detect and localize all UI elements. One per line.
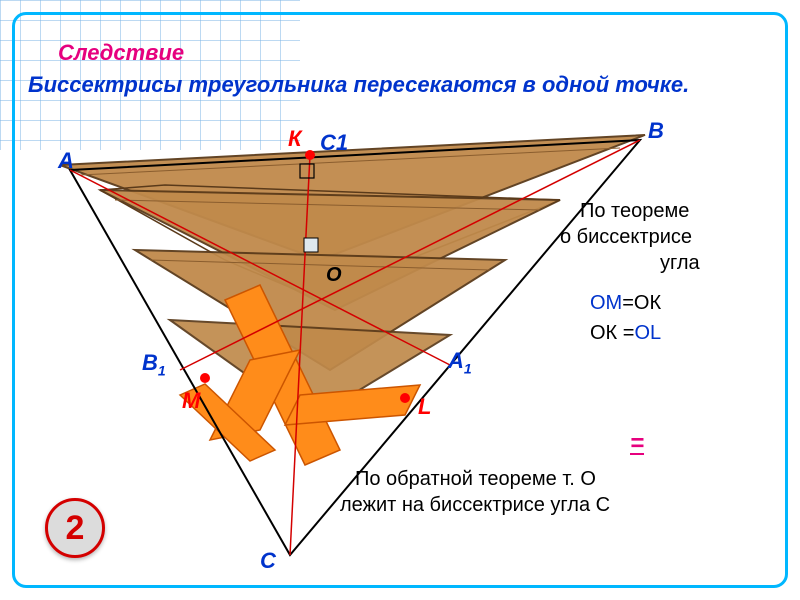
main-statement: Биссектрисы треугольника пересекаются в … — [28, 72, 689, 98]
slide-number: 2 — [66, 509, 85, 548]
label-L: L — [418, 394, 431, 420]
right-angle-mark-2 — [304, 238, 318, 252]
label-M: М — [182, 388, 200, 414]
equals-symbol: = — [630, 430, 644, 458]
equation-1: ОМ=ОК — [590, 292, 661, 315]
label-A1: А1 — [448, 348, 472, 376]
equation-2: ОК =OL — [590, 322, 661, 345]
label-A: А — [58, 148, 74, 174]
label-C: С — [260, 548, 276, 574]
conclusion-line2: лежит на биссектрисе угла С — [340, 494, 610, 517]
theorem-line2: о биссектрисе — [560, 226, 692, 249]
label-K: К — [288, 126, 302, 152]
theorem-line3: угла — [660, 252, 700, 275]
slide-number-badge: 2 — [45, 498, 105, 558]
label-B1: В1 — [142, 350, 166, 378]
conclusion-line1: По обратной теореме т. О — [355, 468, 596, 491]
label-C1: С1 — [320, 130, 348, 156]
heading: Следствие — [58, 40, 184, 66]
label-B: В — [648, 118, 664, 144]
theorem-line1: По теореме — [580, 200, 689, 223]
label-O: О — [326, 264, 342, 287]
